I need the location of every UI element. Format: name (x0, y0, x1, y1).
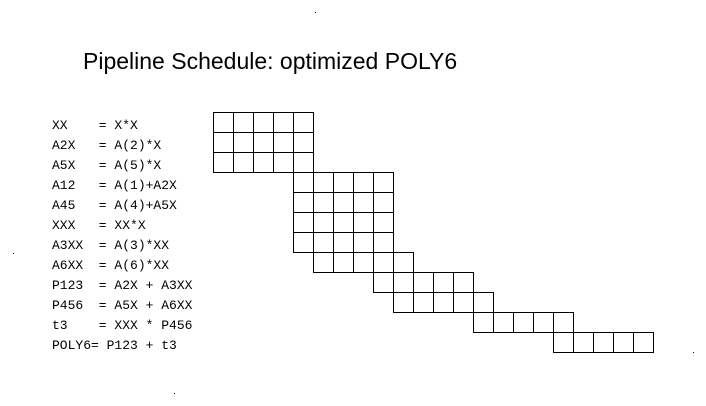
pipeline-stage-cell (373, 212, 394, 233)
pipeline-stage-cell (353, 252, 374, 273)
instruction-line: t3 = XXX * P456 (52, 318, 193, 333)
pipeline-stage-cell (313, 192, 334, 213)
pipeline-stage-cell (233, 132, 254, 153)
pipeline-stage-cell (233, 152, 254, 173)
pipeline-stage-cell (513, 312, 534, 333)
pipeline-stage-cell (213, 112, 234, 133)
pipeline-stage-cell (353, 172, 374, 193)
instruction-line: A2X = A(2)*X (52, 138, 162, 153)
pipeline-stage-cell (393, 252, 414, 273)
pipeline-stage-cell (293, 212, 314, 233)
pipeline-stage-cell (613, 332, 634, 353)
instruction-line: A12 = A(1)+A2X (52, 178, 177, 193)
pipeline-stage-cell (473, 292, 494, 313)
pipeline-stage-cell (313, 252, 334, 273)
pipeline-stage-cell (253, 152, 274, 173)
pipeline-stage-cell (253, 112, 274, 133)
pipeline-stage-cell (433, 292, 454, 313)
pipeline-stage-cell (353, 212, 374, 233)
instruction-line: P123 = A2X + A3XX (52, 278, 193, 293)
pipeline-stage-cell (293, 232, 314, 253)
pipeline-stage-cell (273, 132, 294, 153)
instruction-line: POLY6= P123 + t3 (52, 338, 177, 353)
pipeline-stage-cell (373, 272, 394, 293)
stray-dot (13, 253, 14, 254)
stray-dot (693, 352, 694, 353)
pipeline-stage-cell (333, 172, 354, 193)
pipeline-stage-cell (413, 272, 434, 293)
pipeline-stage-cell (393, 292, 414, 313)
pipeline-stage-cell (553, 332, 574, 353)
pipeline-stage-cell (333, 252, 354, 273)
pipeline-stage-cell (313, 232, 334, 253)
pipeline-stage-cell (633, 332, 654, 353)
pipeline-stage-cell (373, 172, 394, 193)
pipeline-stage-cell (293, 132, 314, 153)
pipeline-stage-cell (273, 112, 294, 133)
instruction-line: XX = X*X (52, 118, 138, 133)
pipeline-stage-cell (293, 192, 314, 213)
pipeline-stage-cell (293, 152, 314, 173)
instruction-line: XXX = XX*X (52, 218, 146, 233)
pipeline-stage-cell (313, 172, 334, 193)
pipeline-stage-cell (233, 112, 254, 133)
pipeline-stage-cell (413, 292, 434, 313)
pipeline-stage-cell (253, 132, 274, 153)
instruction-line: P456 = A5X + A6XX (52, 298, 193, 313)
pipeline-stage-cell (213, 152, 234, 173)
pipeline-stage-cell (333, 192, 354, 213)
pipeline-stage-cell (333, 212, 354, 233)
pipeline-stage-cell (593, 332, 614, 353)
pipeline-stage-cell (533, 312, 554, 333)
instruction-line: A6XX = A(6)*XX (52, 258, 170, 273)
pipeline-stage-cell (433, 272, 454, 293)
pipeline-stage-cell (393, 272, 414, 293)
pipeline-stage-cell (553, 312, 574, 333)
pipeline-stage-cell (373, 192, 394, 213)
pipeline-stage-cell (353, 232, 374, 253)
pipeline-stage-cell (573, 332, 594, 353)
pipeline-stage-cell (373, 252, 394, 273)
instruction-line: A5X = A(5)*X (52, 158, 162, 173)
pipeline-stage-cell (473, 312, 494, 333)
pipeline-stage-cell (493, 312, 514, 333)
pipeline-stage-cell (293, 172, 314, 193)
instruction-line: A3XX = A(3)*XX (52, 238, 170, 253)
stray-dot (315, 12, 316, 13)
page-title: Pipeline Schedule: optimized POLY6 (83, 48, 458, 74)
stray-dot (174, 393, 175, 394)
pipeline-stage-cell (313, 212, 334, 233)
pipeline-stage-cell (333, 232, 354, 253)
pipeline-stage-cell (453, 292, 474, 313)
pipeline-stage-cell (213, 132, 234, 153)
pipeline-stage-cell (373, 232, 394, 253)
pipeline-stage-cell (273, 152, 294, 173)
pipeline-stage-cell (453, 272, 474, 293)
pipeline-stage-cell (353, 192, 374, 213)
instruction-line: A45 = A(4)+A5X (52, 198, 177, 213)
pipeline-stage-cell (293, 112, 314, 133)
